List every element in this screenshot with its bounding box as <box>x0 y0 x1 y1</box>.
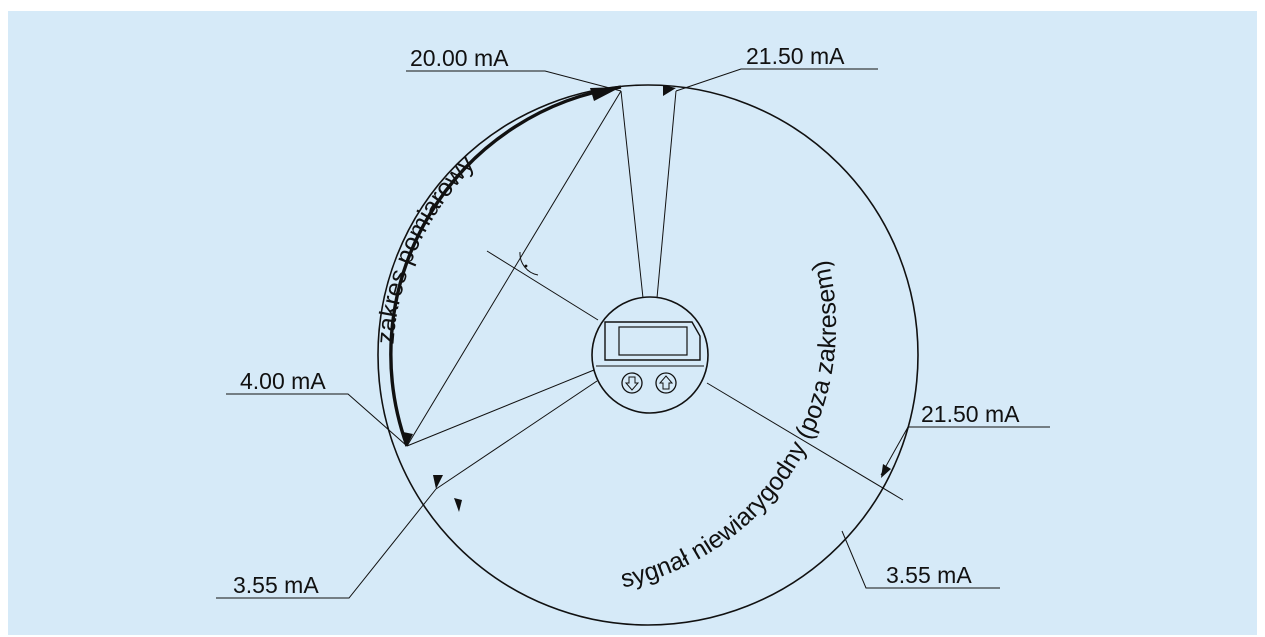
label-4-00-ma: 4.00 mA <box>240 368 326 394</box>
display-device <box>591 296 709 414</box>
arrow-head-3-55-left <box>433 475 443 489</box>
measuring-range-arc <box>389 85 622 447</box>
label-3-55-ma-left: 3.55 mA <box>233 572 319 598</box>
right-angle-marker <box>519 251 539 276</box>
leader-top-right <box>675 68 878 92</box>
leader-top-left <box>406 70 622 92</box>
arrow-head-4ma <box>403 432 413 446</box>
leader-left-lower <box>216 488 437 599</box>
diagonal-line-4ma-20ma <box>406 90 622 447</box>
radial-line-4ma <box>406 369 595 447</box>
leader-left-upper <box>226 393 408 447</box>
label-3-55-ma-right: 3.55 mA <box>886 562 972 588</box>
axis-line-lower <box>706 382 904 501</box>
arrow-head-20ma <box>590 87 621 101</box>
up-arrow-glyph <box>658 375 674 390</box>
device-lcd <box>618 326 688 356</box>
arrow-head-invalid-start <box>454 498 462 512</box>
label-21-50-ma-top: 21.50 mA <box>746 43 845 69</box>
measuring-range-label: zakres pomiarowy <box>371 150 480 346</box>
label-20-00-ma-top: 20.00 mA <box>410 45 509 71</box>
down-arrow-icon <box>621 372 643 394</box>
arrow-head-21-50-right <box>881 464 891 478</box>
leader-right-lower <box>841 530 1000 589</box>
measuring-range-text: zakres pomiarowy <box>371 150 480 346</box>
arrow-head-21-50-top <box>663 85 676 96</box>
axis-line-upper <box>486 250 599 321</box>
range-circle <box>377 84 919 626</box>
up-arrow-icon <box>655 372 677 394</box>
right-angle-dot <box>524 264 528 268</box>
down-arrow-glyph <box>624 376 640 391</box>
leader-right-upper <box>880 426 1050 476</box>
radial-line-21-50-top <box>656 90 677 299</box>
label-21-50-ma-right: 21.50 mA <box>921 401 1020 427</box>
radial-line-3-55-left <box>435 380 598 490</box>
radial-line-20ma <box>620 90 644 299</box>
